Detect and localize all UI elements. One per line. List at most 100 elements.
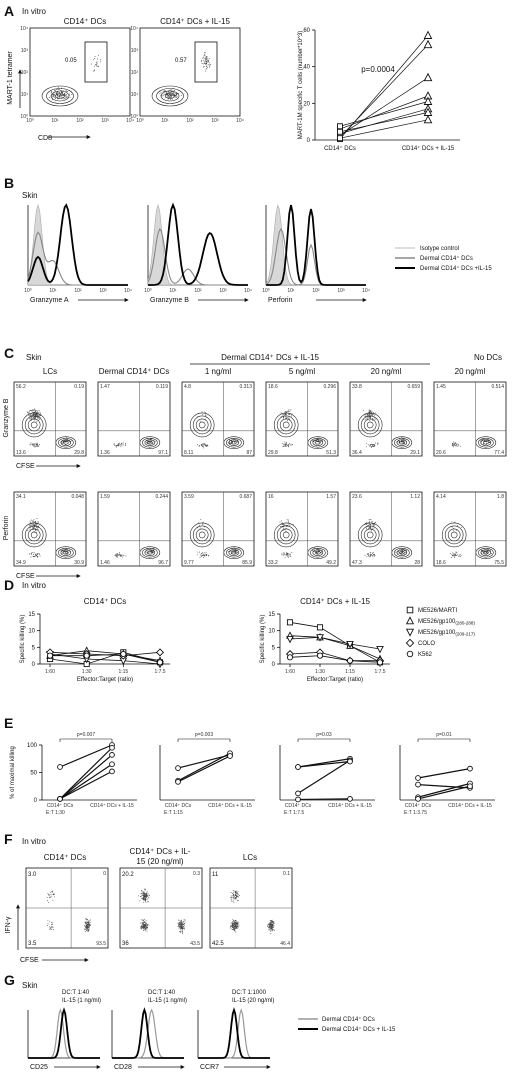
flow-c-event xyxy=(312,548,314,550)
flow-c-event xyxy=(486,440,488,441)
flow-c-event xyxy=(399,552,400,553)
chart-d-xlabel: Effector:Target (ratio) xyxy=(307,677,363,683)
flow-a-gate-event xyxy=(96,61,98,63)
flow-a-event xyxy=(171,93,173,95)
chart-e-pair-line xyxy=(417,782,471,798)
flow-c-event xyxy=(289,554,291,556)
chart-e-point xyxy=(415,775,421,781)
chart-d-series-line xyxy=(49,653,161,665)
flow-c-event xyxy=(370,409,372,411)
flow-c-event xyxy=(451,526,453,528)
flow-c-event xyxy=(401,442,403,444)
flow-c-event xyxy=(232,551,234,553)
flow-c-event xyxy=(368,527,370,529)
flow-c-event xyxy=(370,444,372,445)
flow-a-gate-event xyxy=(93,70,95,72)
flow-c-event xyxy=(36,524,38,526)
flow-a-event xyxy=(64,97,66,99)
chart-d-ytick: 15 xyxy=(28,612,35,618)
chart-a-category: CD14⁺ DCs + IL-15 xyxy=(402,145,455,152)
flow-f-event xyxy=(233,895,235,897)
flow-a-event xyxy=(60,94,62,96)
flow-c-event xyxy=(29,553,30,555)
flow-c-event xyxy=(30,419,32,421)
chart-e-point xyxy=(347,758,353,765)
flow-a-gate-event xyxy=(204,58,206,60)
flow-f-event xyxy=(231,929,233,930)
flow-a-gate-event xyxy=(207,61,209,63)
flow-f-event xyxy=(273,923,275,925)
chart-d-series-line xyxy=(289,651,380,662)
flow-c-contour xyxy=(441,522,467,548)
flow-c-event xyxy=(30,442,32,444)
flow-a-event xyxy=(54,94,56,96)
flow-c-event xyxy=(288,409,290,411)
flow-f-event xyxy=(87,922,89,924)
flow-f-event xyxy=(178,927,180,929)
flow-c-event xyxy=(285,554,287,556)
flow-c-event xyxy=(460,445,462,447)
flow-c-event xyxy=(372,552,374,554)
flow-c-event xyxy=(365,415,367,417)
flow-c-event xyxy=(374,414,376,416)
flow-c-event xyxy=(230,442,232,444)
flow-c-event xyxy=(368,411,370,413)
flow-f-event xyxy=(182,932,184,934)
flow-c-event xyxy=(37,417,39,419)
flow-c-column-title: Dermal CD14⁺ DCs xyxy=(99,367,169,376)
flow-c-event xyxy=(400,442,402,444)
flow-f-event xyxy=(84,921,86,923)
flow-a-xtick: 10⁰ xyxy=(136,118,144,124)
flow-f-event xyxy=(179,923,181,925)
chart-e-point xyxy=(347,796,353,802)
flow-c-event xyxy=(33,521,35,523)
flow-c-event xyxy=(481,438,483,440)
chart-a-pvalue: p=0.0004 xyxy=(361,65,395,74)
flow-f-event xyxy=(48,928,50,930)
flow-a-event xyxy=(173,91,174,93)
chart-d-legend-label: ME526/MARTI xyxy=(418,608,458,614)
flow-c-event xyxy=(377,443,379,445)
flow-a-event xyxy=(61,91,63,93)
flow-c-event xyxy=(320,551,322,553)
flow-c-contour xyxy=(144,439,156,446)
flow-c-event xyxy=(403,438,404,440)
flow-c-event xyxy=(196,416,198,418)
flow-f2-title-line2: 15 (20 ng/ml) xyxy=(136,857,183,866)
flow-f-event xyxy=(180,930,182,932)
flow-c-contour xyxy=(58,437,74,448)
flow-a-ytick: 10¹ xyxy=(21,92,29,98)
flow-f-event xyxy=(177,926,179,928)
flow-a-event xyxy=(172,92,174,94)
chart-e-pair-line xyxy=(59,754,113,800)
flow-a-event xyxy=(165,93,167,95)
flow-c-event xyxy=(287,554,289,556)
flow-c-event xyxy=(364,554,366,556)
flow-c-event xyxy=(372,525,374,527)
flow-f-event xyxy=(49,921,51,923)
flow-f-event xyxy=(232,926,233,928)
flow-c-event xyxy=(201,445,203,447)
flow-c-event xyxy=(66,440,68,442)
flow-c-event xyxy=(230,551,232,553)
flow-c-event xyxy=(71,440,73,442)
chart-e-pair-line xyxy=(59,747,113,800)
flow-a-event xyxy=(165,91,167,93)
flow-c-event xyxy=(35,529,36,531)
flow-c-event xyxy=(364,415,366,417)
flow-f-event xyxy=(50,923,52,925)
flow-f-event xyxy=(235,931,237,933)
flow-c-event xyxy=(122,554,124,556)
flow-a-gate-event xyxy=(201,63,203,64)
flow-c-event xyxy=(283,554,285,556)
flow-c-event xyxy=(365,442,367,444)
flow-c-event xyxy=(286,522,288,524)
chart-e-point xyxy=(295,790,301,797)
flow-f-event xyxy=(53,892,55,894)
chart-e-point xyxy=(467,783,473,790)
flow-c-event xyxy=(373,443,375,445)
flow-f-quad-ll: 36 xyxy=(122,941,129,947)
flow-a-event xyxy=(54,91,56,93)
flow-a-gate-event xyxy=(206,60,208,62)
chart-e-point xyxy=(57,764,63,770)
